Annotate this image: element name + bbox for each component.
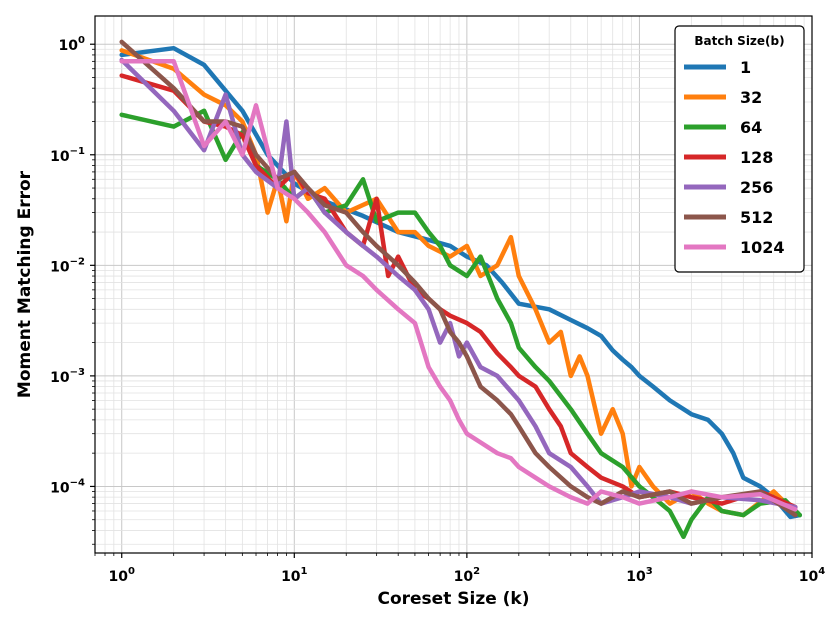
grid — [94, 16, 813, 553]
legend-label-128: 128 — [740, 148, 773, 167]
x-tick-label: 100 — [109, 566, 135, 585]
legend-items: 1 32 64 128 256 512 1024 — [684, 58, 785, 257]
legend-title: Batch Size(b) — [694, 34, 784, 48]
series-line-64 — [119, 108, 803, 540]
legend-label-1024: 1024 — [740, 238, 785, 257]
plot-frame — [94, 15, 813, 554]
y-tick-label: 10−2 — [50, 256, 85, 275]
x-tick-label: 101 — [281, 566, 307, 585]
series-line-1024 — [119, 59, 798, 512]
x-axis-label: Coreset Size (k) — [377, 589, 529, 609]
legend-label-1: 1 — [740, 58, 751, 77]
x-tick-label: 103 — [626, 566, 652, 585]
y-tick-label: 10−4 — [50, 477, 85, 496]
series-lines — [119, 39, 803, 540]
x-tick-label: 102 — [454, 566, 480, 585]
y-axis-label: Moment Matching Error — [15, 170, 35, 398]
legend-label-32: 32 — [740, 88, 762, 107]
legend-box — [674, 25, 805, 273]
legend-label-512: 512 — [740, 208, 773, 227]
y-tick-label: 100 — [59, 35, 85, 54]
axis-ticks: 100 101 102 103 104 100 10−1 10−2 10−3 10−4 — [50, 35, 825, 585]
y-tick-label: 10−3 — [50, 367, 85, 386]
legend-label-64: 64 — [740, 118, 762, 137]
legend-label-256: 256 — [740, 178, 773, 197]
legend: Batch Size(b) 1 32 64 128 256 512 1024 — [674, 25, 805, 273]
x-tick-label: 104 — [799, 566, 825, 585]
y-tick-label: 10−1 — [50, 146, 85, 165]
